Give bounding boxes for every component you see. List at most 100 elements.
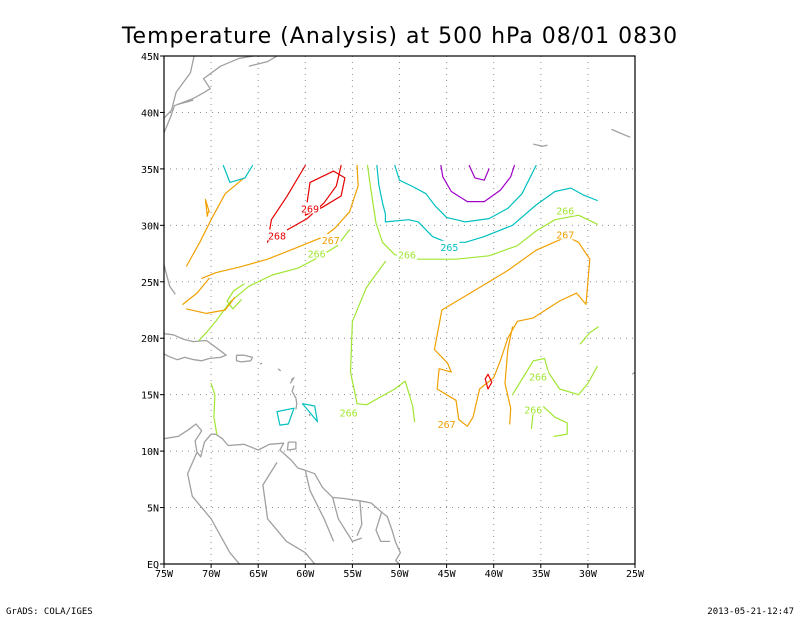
lon-tick-label: 70W — [202, 569, 221, 580]
lon-tick-label: 35W — [532, 569, 551, 580]
contour-267 — [433, 236, 591, 427]
contour-266 — [366, 164, 598, 260]
contour-label: 266 — [340, 409, 358, 420]
contour-label: 266 — [524, 405, 542, 416]
lon-tick-label: 50W — [390, 569, 409, 580]
lat-tick-label: 25N — [141, 278, 159, 289]
coastline-segment — [277, 368, 282, 372]
coastline-segment — [248, 55, 278, 67]
contour-label-bg — [555, 204, 576, 216]
contour-267 — [504, 326, 514, 425]
lon-tick-label: 60W — [296, 569, 315, 580]
contour-267 — [186, 177, 245, 267]
contour-label: 267 — [556, 230, 574, 241]
contour-label-bg — [436, 418, 457, 430]
contour-label-bg — [320, 234, 341, 246]
contour-label-bg — [267, 229, 288, 241]
contour-265 — [276, 407, 295, 426]
coastline-segment — [286, 441, 297, 451]
contour-label-bg — [338, 406, 359, 418]
lat-tick-label: EQ — [147, 560, 159, 571]
latitude-ticks: EQ 5N 10N 15N 20N 25N 30N 35N 40N 45N — [141, 52, 164, 571]
coastline-segment — [533, 143, 548, 147]
contour-269 — [304, 170, 346, 216]
coastline-segment — [356, 500, 363, 537]
contour-label: 266 — [398, 251, 416, 262]
contour-266 — [198, 229, 351, 342]
lat-tick-label: 35N — [141, 165, 159, 176]
longitude-ticks: 75W 70W 65W 60W 55W 50W 45W 40W 35W 30W 25W — [155, 564, 645, 580]
coastline-segment — [163, 55, 254, 134]
contour-267 — [201, 164, 359, 279]
coastline-segment — [163, 333, 227, 362]
contour-267 — [186, 297, 236, 314]
contour-label: 267 — [438, 420, 456, 431]
lat-tick-label: 15N — [141, 391, 159, 402]
coastline-segment — [163, 55, 195, 119]
coastline-segment — [262, 462, 316, 565]
coastline-segment — [235, 354, 254, 363]
lon-tick-label: 55W — [343, 569, 362, 580]
lat-tick-label: 40N — [141, 108, 159, 119]
coastline-segment — [177, 99, 194, 106]
coastline-segment — [304, 470, 335, 542]
contour-268 — [484, 373, 493, 390]
footer-timestamp: 2013-05-21-12:47 — [707, 607, 794, 617]
contour-266 — [579, 326, 599, 345]
contour-label: 266 — [556, 207, 574, 218]
contour-label-bg — [439, 240, 460, 252]
gridlines — [164, 56, 635, 564]
coastlines — [163, 55, 636, 565]
contour-cold — [440, 164, 515, 203]
contour-label-bg — [300, 202, 321, 214]
lat-tick-label: 30N — [141, 221, 159, 232]
contour-267 — [182, 277, 210, 305]
contour-265 — [394, 164, 537, 223]
coastline-segment — [259, 362, 263, 365]
contour-label-bg — [397, 248, 418, 260]
lat-tick-label: 5N — [147, 504, 159, 515]
lon-tick-label: 75W — [155, 569, 174, 580]
contour-265 — [222, 164, 254, 183]
contour-label: 267 — [322, 236, 340, 247]
footer-credit: GrADS: COLA/IGES — [6, 607, 93, 617]
contour-label: 266 — [529, 373, 547, 384]
lat-tick-label: 10N — [141, 447, 159, 458]
lon-tick-label: 30W — [579, 569, 598, 580]
coastline-segment — [163, 264, 176, 295]
contour-label: 266 — [308, 250, 326, 261]
contour-label-bg — [555, 228, 576, 240]
contour-labels: 269 268 267 266 266 265 266 267 266 266 266 267 — [267, 202, 576, 431]
coastline-segment — [375, 511, 391, 543]
contour-label-bg — [306, 247, 327, 259]
lon-tick-label: 45W — [438, 569, 457, 580]
coastline-segment — [331, 497, 363, 543]
coastline-segment — [308, 413, 311, 417]
contour-266 — [226, 283, 245, 310]
temperature-contours — [182, 164, 599, 437]
lat-tick-label: 20N — [141, 334, 159, 345]
contour-cold — [468, 164, 490, 181]
coastline-segment — [186, 451, 240, 565]
contour-265 — [301, 403, 319, 423]
lon-tick-label: 65W — [249, 569, 268, 580]
contour-267 — [204, 198, 210, 217]
contour-label-bg — [527, 370, 548, 382]
coastline-segment — [611, 128, 631, 138]
contour-label: 268 — [268, 231, 286, 242]
contour-266 — [511, 357, 598, 396]
lat-tick-label: 45N — [141, 52, 159, 63]
contour-266 — [210, 382, 218, 435]
coastline-segment — [163, 423, 402, 565]
contour-266 — [349, 260, 416, 423]
contour-label: 265 — [440, 243, 458, 254]
contour-label-bg — [523, 403, 544, 415]
coastline-segment — [289, 377, 295, 384]
lon-tick-label: 25W — [626, 569, 645, 580]
contour-label: 269 — [301, 204, 319, 215]
coastline-segment — [291, 385, 298, 410]
map-title: Temperature (Analysis) at 500 hPa 08/01 … — [121, 24, 678, 49]
lon-tick-label: 40W — [485, 569, 504, 580]
